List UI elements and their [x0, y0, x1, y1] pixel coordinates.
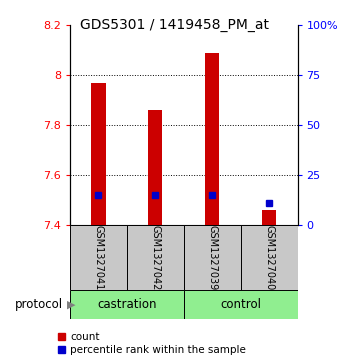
- Legend: count, percentile rank within the sample: count, percentile rank within the sample: [58, 332, 246, 355]
- Bar: [70, 290, 184, 319]
- Bar: [70, 225, 127, 290]
- Text: control: control: [220, 298, 261, 311]
- Text: castration: castration: [97, 298, 157, 311]
- Text: GDS5301 / 1419458_PM_at: GDS5301 / 1419458_PM_at: [80, 18, 270, 32]
- Bar: [262, 210, 276, 225]
- Text: GSM1327039: GSM1327039: [207, 225, 217, 290]
- Bar: [205, 53, 219, 225]
- Bar: [184, 290, 298, 319]
- Bar: [148, 110, 162, 225]
- Text: protocol: protocol: [15, 298, 63, 311]
- Bar: [127, 225, 184, 290]
- Text: GSM1327041: GSM1327041: [93, 225, 104, 290]
- Text: GSM1327040: GSM1327040: [264, 225, 274, 290]
- Text: GSM1327042: GSM1327042: [150, 225, 160, 290]
- Bar: [184, 225, 241, 290]
- Text: ▶: ▶: [66, 300, 75, 310]
- Bar: [241, 225, 298, 290]
- Bar: [91, 83, 106, 225]
